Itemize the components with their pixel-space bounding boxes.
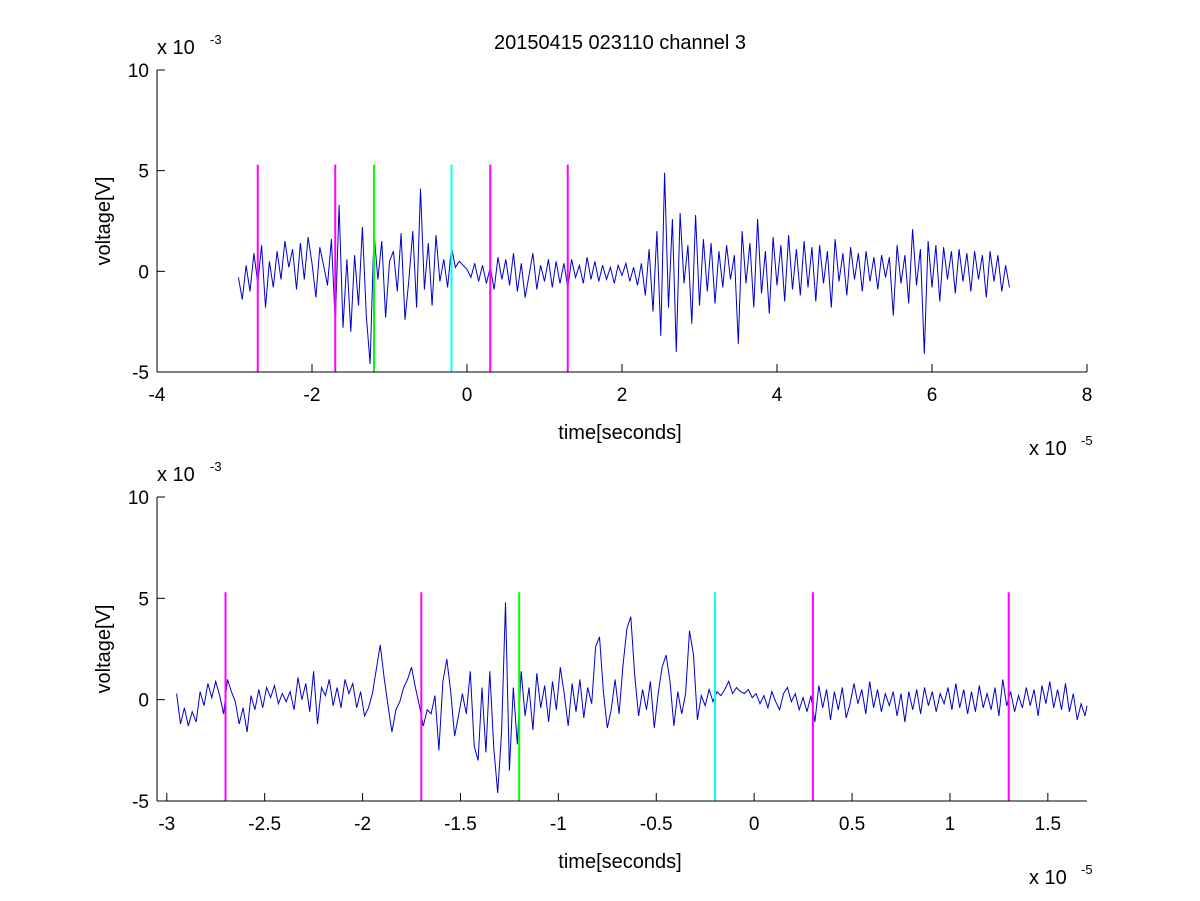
- x-multiplier-exponent: -5: [1081, 862, 1093, 877]
- x-tick-label: 0: [462, 385, 473, 406]
- x-tick-label: -0.5: [640, 814, 673, 835]
- x-tick-label: 1: [945, 814, 956, 835]
- x-tick-label: -4: [149, 385, 166, 406]
- x-tick-label: -1.5: [444, 814, 477, 835]
- x-tick-label: 0: [749, 814, 760, 835]
- x-tick-label: -3: [158, 814, 175, 835]
- y-tick-label: -5: [132, 363, 149, 384]
- y-axis-label: voltage[V]: [93, 605, 115, 694]
- x-tick-label: -2.5: [248, 814, 281, 835]
- y-axis-label: voltage[V]: [93, 177, 115, 266]
- x-tick-label: 1.5: [1035, 814, 1061, 835]
- y-tick-label: -5: [132, 792, 149, 813]
- y-tick-label: 10: [128, 61, 149, 82]
- x-tick-label: -1: [550, 814, 567, 835]
- x-tick-label: 6: [927, 385, 938, 406]
- x-tick-label: 0.5: [839, 814, 865, 835]
- y-tick-label: 5: [138, 589, 149, 610]
- signal-line: [237, 172, 1010, 364]
- signal-line: [176, 602, 1088, 793]
- y-tick-label: 5: [138, 162, 149, 183]
- y-tick-label: 10: [128, 488, 149, 509]
- x-tick-label: 4: [772, 385, 783, 406]
- figure-title: 20150415 023110 channel 3: [494, 32, 746, 54]
- x-axis-label: time[seconds]: [558, 422, 681, 444]
- x-multiplier-label: x 10: [1029, 867, 1067, 889]
- top-axes: -4 -2 0 2 4 6 8 -5 0 5 10 time[seconds] voltage[V] x …: [93, 32, 1093, 460]
- y-multiplier-label: x 10: [157, 37, 195, 59]
- x-multiplier-label: x 10: [1029, 438, 1067, 460]
- x-tick-label: -2: [354, 814, 371, 835]
- x-tick-label: 8: [1082, 385, 1093, 406]
- x-tick-label: -2: [304, 385, 321, 406]
- y-multiplier-exponent: -3: [210, 32, 222, 47]
- y-multiplier-label: x 10: [157, 464, 195, 486]
- y-tick-label: 0: [138, 691, 149, 712]
- y-multiplier-exponent: -3: [210, 459, 222, 474]
- x-multiplier-exponent: -5: [1081, 433, 1093, 448]
- y-tick-label: 0: [138, 262, 149, 283]
- x-tick-label: 2: [617, 385, 628, 406]
- bottom-axes: -3 -2.5 -2 -1.5 -1 -0.5 0 0.5 1 1.5 -5 0 5 10 time[sec…: [93, 459, 1093, 889]
- x-axis-label: time[seconds]: [558, 851, 681, 873]
